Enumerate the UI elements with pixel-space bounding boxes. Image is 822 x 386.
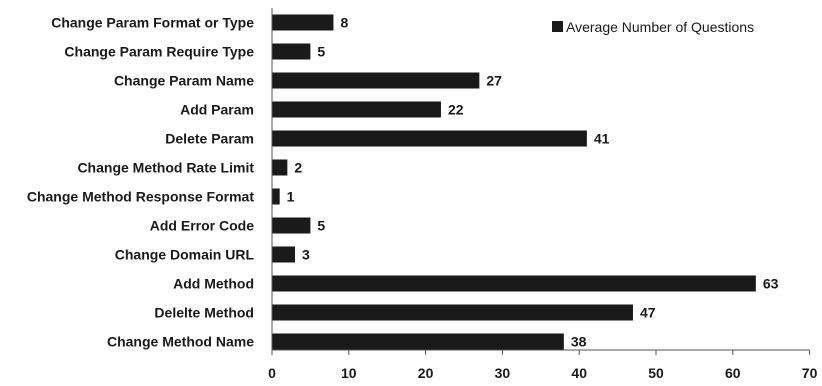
data-label: 47 — [640, 305, 656, 321]
category-label: Change Domain URL — [115, 247, 255, 263]
category-label: Change Method Name — [107, 334, 254, 350]
bars-layer — [272, 14, 756, 350]
x-tick-label: 0 — [268, 365, 276, 381]
category-label: Change Param Format or Type — [51, 15, 254, 31]
x-tick-label: 60 — [725, 365, 741, 381]
data-label: 22 — [448, 102, 464, 118]
bar — [272, 14, 334, 31]
category-label: Add Method — [173, 276, 254, 292]
bar — [272, 130, 587, 147]
category-label: Change Param Require Type — [64, 44, 254, 60]
category-labels: Change Param Format or Type Change Param … — [27, 15, 255, 350]
data-label: 1 — [287, 189, 295, 205]
data-label: 2 — [294, 160, 302, 176]
bar — [272, 43, 311, 60]
legend-swatch — [552, 21, 563, 32]
category-label: Add Error Code — [150, 218, 254, 234]
legend: Average Number of Questions — [552, 19, 754, 35]
bar — [272, 275, 756, 292]
category-label: Change Param Name — [114, 73, 254, 89]
data-label: 5 — [317, 44, 325, 60]
x-tick-label: 20 — [418, 365, 434, 381]
bar — [272, 217, 311, 234]
bar — [272, 246, 296, 263]
bar — [272, 188, 280, 205]
data-label: 8 — [340, 15, 348, 31]
x-tick-label: 40 — [571, 365, 587, 381]
data-label: 27 — [486, 73, 502, 89]
category-label: Change Method Rate Limit — [77, 160, 254, 176]
data-label: 41 — [594, 131, 610, 147]
x-tick-label: 50 — [648, 365, 664, 381]
category-label: Change Method Response Format — [27, 189, 254, 205]
category-label: Delete Param — [165, 131, 254, 147]
data-label: 38 — [571, 334, 587, 350]
category-label: Delelte Method — [154, 305, 254, 321]
x-tick-label: 70 — [802, 365, 818, 381]
bar — [272, 304, 633, 321]
data-label: 3 — [302, 247, 310, 263]
data-label: 63 — [763, 276, 779, 292]
data-label: 5 — [317, 218, 325, 234]
bar — [272, 72, 480, 89]
bar — [272, 333, 564, 350]
x-axis: 0 10 20 30 40 50 60 70 — [268, 8, 818, 381]
bar — [272, 159, 288, 176]
category-label: Add Param — [180, 102, 254, 118]
legend-label: Average Number of Questions — [566, 19, 754, 35]
x-tick-label: 30 — [495, 365, 511, 381]
bar — [272, 101, 441, 118]
x-tick-label: 10 — [341, 365, 357, 381]
